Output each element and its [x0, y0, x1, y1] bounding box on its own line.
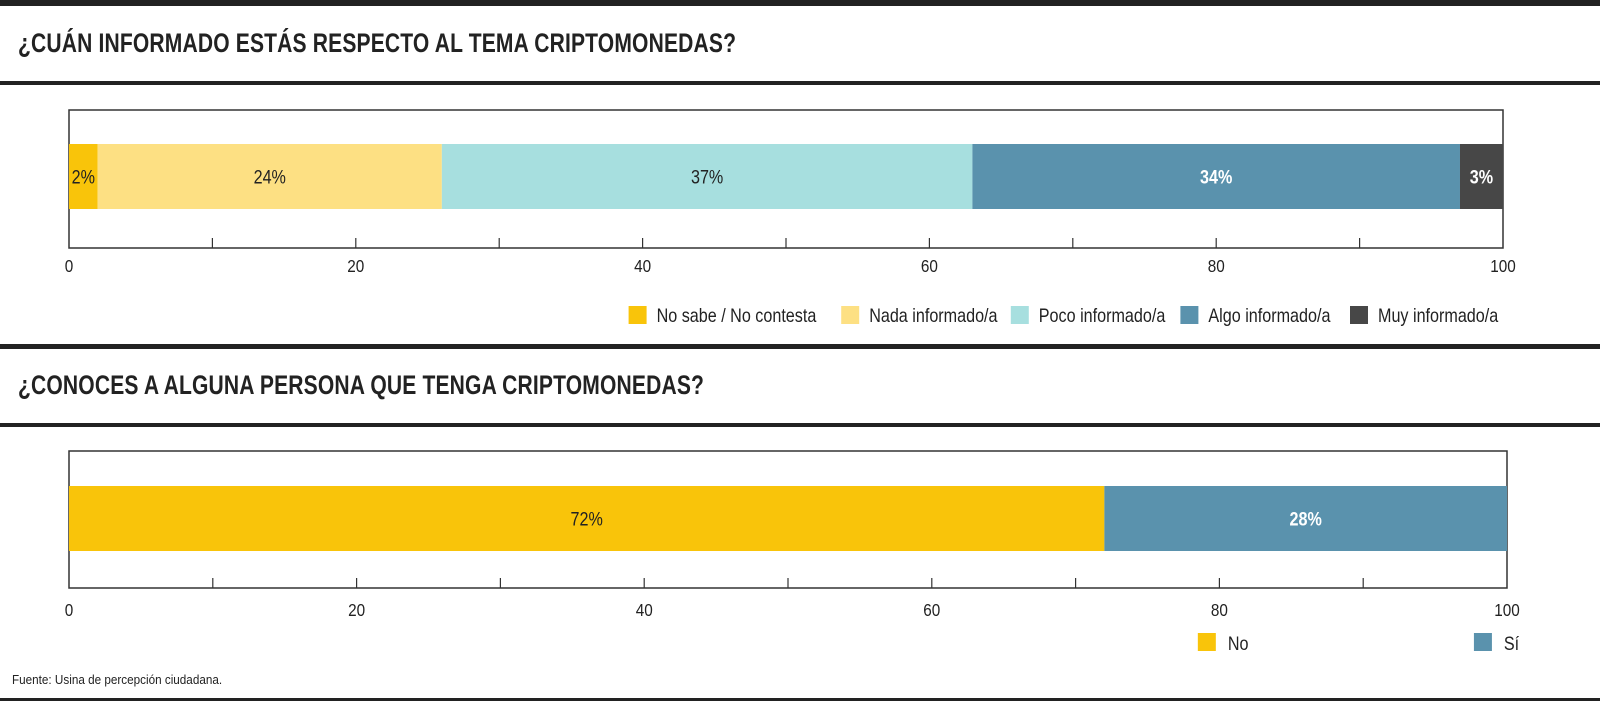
chart-2-bar-label-1: 28% — [1290, 508, 1323, 530]
chart-1-bar-2 — [441, 144, 973, 209]
chart-1-bar-4 — [1459, 144, 1503, 209]
legend-swatch-no-sabe-no-contesta — [628, 306, 647, 324]
chart-1-tick-label: 80 — [1208, 256, 1225, 276]
top-rule — [0, 0, 1600, 6]
chart-2-tick-label: 40 — [636, 600, 653, 620]
chart-2-bar-1 — [1104, 486, 1507, 551]
chart-1-bar-0 — [69, 144, 98, 209]
chart-2-tick-label: 60 — [923, 600, 940, 620]
legend-label-4: Muy informado/a — [1378, 305, 1498, 327]
chart-2-bar-label-0: 72% — [571, 508, 604, 530]
bottom-rule — [0, 698, 1600, 701]
chart-1-bar-label-0: 2% — [72, 166, 96, 188]
chart-2-tick-label: 80 — [1211, 600, 1228, 620]
chart-2-bar-0 — [69, 486, 1105, 551]
chart-1-bar-1 — [97, 144, 442, 209]
legend-swatch-si — [1473, 633, 1492, 651]
chart-2-tick-label: 100 — [1494, 600, 1520, 620]
chart-1-bar-label-1: 24% — [254, 166, 287, 188]
legend-label-1: Sí — [1504, 633, 1519, 655]
chart-1-tick-label: 100 — [1490, 256, 1516, 276]
chart-1-awareness: 0 20 40 60 80 100 2% 24% 37% 34% 3% No sabe / No co… — [65, 109, 1516, 327]
chart-1-bar-label-4: 3% — [1470, 166, 1494, 188]
legend-label-1: Nada informado/a — [869, 305, 998, 327]
legend-swatch-poco-informado-a — [1010, 306, 1029, 324]
legend-label-0: No sabe / No contesta — [657, 305, 817, 327]
legend-swatch-nada-informado-a — [841, 306, 860, 324]
legend-swatch-muy-informado-a — [1350, 306, 1368, 324]
chart-1-tick-label: 0 — [65, 256, 74, 276]
chart-1-title: ¿CUÁN INFORMADO ESTÁS RESPECTO AL TEMA C… — [18, 28, 737, 58]
source-note: Fuente: Usina de percepción ciudadana. — [12, 672, 223, 687]
legend-label-2: Poco informado/a — [1039, 305, 1166, 327]
legend-label-0: No — [1228, 633, 1249, 655]
chart-1-tick-label: 60 — [921, 256, 938, 276]
section-divider — [0, 344, 1600, 349]
chart-1-bar-label-2: 37% — [691, 166, 724, 188]
chart-1-bar-3 — [972, 144, 1460, 209]
chart-2-title: ¿CONOCES A ALGUNA PERSONA QUE TENGA CRIP… — [18, 370, 705, 400]
chart-1-tick-label: 20 — [347, 256, 364, 276]
chart-2-knows-someone: 0 20 40 60 80 100 72% 28% No Sí — [65, 450, 1520, 655]
title-1-rule — [0, 81, 1600, 85]
chart-2-tick-label: 0 — [65, 600, 74, 620]
legend-label-3: Algo informado/a — [1208, 305, 1330, 327]
chart-2-tick-label: 20 — [348, 600, 365, 620]
chart-1-tick-label: 40 — [634, 256, 651, 276]
legend-swatch-no — [1197, 633, 1216, 651]
legend-swatch-algo-informado-a — [1180, 306, 1199, 324]
title-2-rule — [0, 423, 1600, 427]
chart-1-bar-label-3: 34% — [1200, 166, 1233, 188]
